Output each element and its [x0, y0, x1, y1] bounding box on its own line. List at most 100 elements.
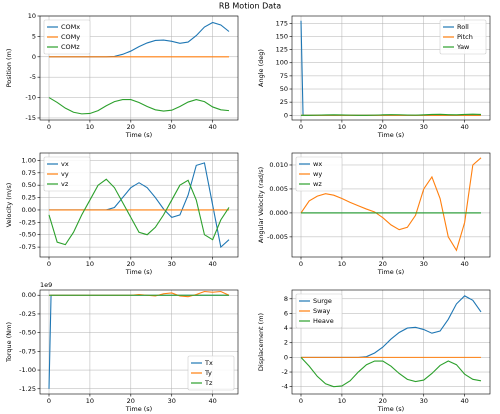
- y-tick-label: 75: [280, 72, 288, 80]
- axes-frame: [39, 152, 239, 258]
- x-tick-label: 0: [47, 397, 51, 405]
- legend-label: Surge: [313, 297, 332, 305]
- x-axis-label: Time (s): [377, 405, 404, 413]
- x-tick-label: 20: [127, 123, 135, 131]
- y-tick-label: 0: [284, 353, 288, 361]
- legend-label: wx: [313, 160, 322, 168]
- y-tick-label: 0.75: [22, 169, 36, 177]
- legend-label: Sway: [313, 307, 330, 315]
- figure-title: RB Motion Data: [219, 2, 281, 11]
- x-tick-label: 0: [299, 397, 303, 405]
- legend-label: Ty: [204, 369, 212, 377]
- subplot: 0 10 20 30 40 -4 -2 0 2 4 6 8 Time (s) Displacement (…: [257, 289, 491, 413]
- axes-frame: [39, 15, 239, 121]
- x-tick-label: 10: [86, 260, 94, 268]
- series-line: [301, 113, 482, 116]
- legend-label: COMy: [61, 33, 80, 41]
- y-tick-label: -10: [25, 94, 36, 102]
- series-line: [300, 157, 482, 252]
- y-tick-label: -0.50: [19, 231, 36, 239]
- x-tick-label: 30: [168, 260, 176, 268]
- legend-label: vy: [61, 170, 69, 178]
- subplot: 0 10 20 30 40 -1.25 -1.00 -0.75 -0.50 -0.25 0.00 Ti…: [5, 281, 239, 413]
- x-tick-label: 20: [127, 260, 135, 268]
- y-tick-label: -2: [282, 368, 288, 376]
- y-tick-label: -0.25: [19, 310, 36, 318]
- series-line: [48, 178, 230, 246]
- y-tick-label: 0.25: [22, 194, 36, 202]
- y-tick-label: 8: [284, 295, 288, 303]
- axis-offset-label: 1e9: [40, 281, 52, 289]
- legend-label: COMz: [61, 43, 80, 51]
- y-axis-label: Angular Velocity (rad/s): [257, 167, 265, 243]
- x-tick-label: 0: [47, 260, 51, 268]
- axes-frame: [291, 289, 491, 395]
- x-tick-label: 20: [379, 123, 387, 131]
- y-tick-label: 0.000: [269, 209, 288, 217]
- subplot: 0 10 20 30 40 -0.75 -0.50 -0.25 0.00 0.25 0.50 0.75…: [5, 152, 239, 276]
- x-tick-label: 20: [127, 397, 135, 405]
- y-tick-label: 175: [276, 19, 288, 27]
- x-tick-label: 10: [338, 260, 346, 268]
- y-tick-label: -1.00: [19, 366, 36, 374]
- x-tick-label: 0: [299, 123, 303, 131]
- x-tick-label: 40: [208, 123, 216, 131]
- x-tick-label: 30: [420, 123, 428, 131]
- y-tick-label: -0.75: [19, 347, 36, 355]
- y-axis-label: Velocity (m/s): [5, 183, 13, 228]
- legend-box: [439, 19, 487, 55]
- axes-frame: [291, 15, 491, 121]
- x-tick-label: 0: [47, 123, 51, 131]
- legend-label: Roll: [457, 23, 469, 31]
- x-tick-label: 30: [168, 123, 176, 131]
- x-tick-label: 10: [338, 123, 346, 131]
- y-tick-label: -0.005: [267, 233, 288, 241]
- series-line: [49, 290, 230, 298]
- y-axis-label: Angle (deg): [257, 49, 265, 87]
- legend-label: COMx: [61, 23, 80, 31]
- legend-label: Yaw: [456, 43, 470, 51]
- y-tick-label: 1.00: [22, 156, 36, 164]
- legend-box: [295, 156, 343, 192]
- axes-frame: [291, 152, 491, 258]
- subplot: 0 10 20 30 40 -15 -10 -5 0 5 10 Time (s) Position (m…: [5, 12, 239, 139]
- y-tick-label: 0.50: [22, 181, 36, 189]
- y-tick-label: 150: [276, 32, 288, 40]
- legend-box: [295, 293, 343, 329]
- y-tick-label: -4: [282, 383, 288, 391]
- x-axis-label: Time (s): [125, 268, 152, 276]
- x-tick-label: 10: [86, 397, 94, 405]
- axes-frame: [39, 289, 239, 395]
- x-axis-label: Time (s): [377, 131, 404, 139]
- y-tick-label: 2: [284, 339, 288, 347]
- x-tick-label: 10: [338, 397, 346, 405]
- y-tick-label: -5: [30, 73, 36, 81]
- x-tick-label: 0: [299, 260, 303, 268]
- y-axis-label: Torque (Nm): [5, 322, 13, 363]
- y-tick-label: -0.25: [19, 218, 36, 226]
- series-line: [300, 357, 482, 388]
- subplot: 0 10 20 30 40 0 25 50 75 100 125 150 175 Time (s) Angl…: [257, 15, 491, 139]
- y-axis-label: Displacement (m): [257, 313, 265, 371]
- legend-box: [43, 156, 91, 192]
- x-tick-label: 20: [379, 397, 387, 405]
- y-tick-label: 0.005: [269, 185, 288, 193]
- legend-label: wz: [313, 180, 322, 188]
- legend-label: Tz: [204, 379, 213, 387]
- y-tick-label: 100: [276, 59, 288, 67]
- x-tick-label: 30: [420, 260, 428, 268]
- x-tick-label: 40: [460, 123, 468, 131]
- subplot: 0 10 20 30 40 -0.005 0.000 0.005 0.010 Time (s) An…: [257, 152, 491, 276]
- legend-label: wy: [313, 170, 322, 178]
- y-tick-label: 5: [32, 32, 36, 40]
- legend-label: Tx: [204, 359, 213, 367]
- y-tick-label: 125: [276, 46, 288, 54]
- x-axis-label: Time (s): [377, 268, 404, 276]
- legend-label: Pitch: [457, 33, 473, 41]
- y-tick-label: 0.00: [22, 291, 36, 299]
- legend-label: vz: [61, 180, 69, 188]
- series-line: [48, 97, 230, 115]
- y-tick-label: 6: [284, 309, 288, 317]
- y-tick-label: -0.75: [19, 243, 36, 251]
